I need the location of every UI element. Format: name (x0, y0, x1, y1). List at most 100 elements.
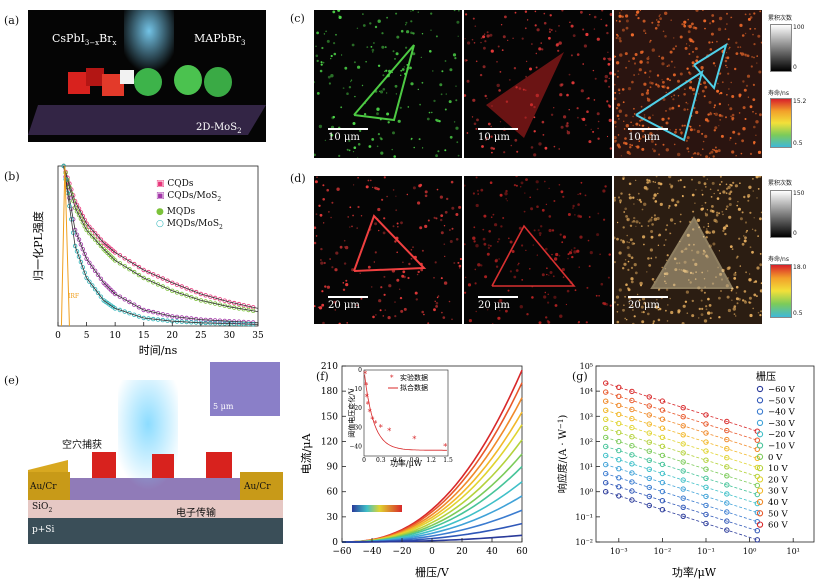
scalebar (478, 128, 518, 130)
pl-dot (614, 120, 617, 124)
pl-dot (744, 13, 747, 16)
pl-dot (548, 215, 552, 218)
data-point (141, 275, 146, 281)
pl-dot (473, 226, 476, 229)
pl-dot (490, 49, 494, 53)
pl-dot (536, 28, 540, 32)
panel-e-image: 空穴捕获 电子传输 Au/Cr Au/Cr SiO2 p+Si 5 μm (28, 360, 283, 550)
pl-dot (505, 189, 508, 193)
pl-dot (755, 295, 758, 298)
pl-dot (475, 203, 479, 208)
pl-dot (617, 134, 620, 136)
pl-dot (500, 24, 503, 26)
panel-d-image-3: 20 μm (614, 176, 762, 324)
pl-dot (466, 59, 468, 62)
inset-point: * (365, 393, 369, 402)
data-point (603, 407, 609, 413)
pl-dot (704, 213, 709, 217)
data-point (646, 394, 653, 400)
pl-dot (576, 249, 580, 253)
inset-point: * (412, 435, 416, 444)
data-point (92, 237, 98, 242)
pl-dot (489, 181, 493, 184)
data-point (616, 493, 622, 499)
pl-dot (669, 218, 674, 222)
pl-dot (647, 56, 650, 58)
pl-dot (465, 13, 468, 16)
pl-dot (486, 252, 490, 256)
pl-dot (754, 229, 757, 232)
data-point (659, 434, 666, 441)
data-point (703, 511, 709, 518)
data-point (74, 232, 80, 237)
pl-dot (649, 81, 652, 85)
pl-dot (541, 120, 545, 124)
inset-y-tick-label: −10 (349, 386, 362, 393)
pl-dot (669, 183, 671, 186)
pl-dot (403, 307, 407, 311)
pl-dot (712, 148, 714, 151)
data-point (703, 412, 709, 418)
pl-dot (572, 204, 575, 208)
pl-dot (733, 277, 737, 280)
pl-dot (497, 316, 501, 320)
data-point (659, 479, 666, 486)
pl-dot (464, 184, 466, 187)
pl-dot (616, 114, 620, 118)
pl-dot (539, 234, 541, 236)
pl-dot (653, 149, 656, 153)
panel-b-plot-frame (57, 165, 259, 327)
data-point (680, 459, 686, 465)
pl-dot (597, 127, 599, 130)
pl-dot (458, 264, 462, 268)
pl-dot (739, 23, 743, 27)
legend-marker (756, 521, 764, 528)
pl-dot (704, 27, 706, 30)
data-point (703, 439, 709, 445)
pl-dot (455, 99, 458, 102)
pl-dot (535, 66, 538, 69)
data-point (680, 504, 686, 511)
pl-dot (427, 322, 430, 324)
pl-dot (496, 83, 500, 88)
right-electrode-label: Au/Cr (244, 482, 271, 492)
pl-dot (693, 128, 696, 131)
pl-dot (670, 310, 674, 315)
cb-count-title: 累积次数 (768, 180, 793, 187)
pl-dot (417, 270, 420, 274)
pl-dot (440, 93, 443, 96)
pl-dot (570, 24, 574, 28)
pl-dot (681, 124, 684, 127)
pl-dot (353, 146, 357, 149)
pl-dot (371, 138, 375, 141)
pl-dot (435, 154, 438, 158)
pl-dot (432, 70, 434, 72)
pl-dot (646, 178, 649, 182)
pl-dot (746, 54, 750, 58)
pl-dot (372, 42, 375, 44)
data-point (127, 310, 132, 316)
data-point (174, 282, 180, 287)
pl-dot (624, 114, 628, 117)
pl-dot (474, 282, 477, 285)
pl-dot (623, 120, 625, 123)
pl-dot (625, 124, 629, 128)
pl-dot (752, 307, 754, 310)
pl-dot (396, 222, 399, 225)
pl-dot (330, 54, 333, 58)
pl-dot (665, 110, 667, 112)
pl-dot (397, 119, 401, 123)
data-point (179, 284, 184, 289)
pl-dot (412, 10, 414, 12)
pl-dot (589, 14, 591, 16)
pl-dot (565, 303, 567, 306)
data-point (703, 502, 709, 509)
legend-marker (756, 431, 764, 438)
data-point (603, 398, 609, 404)
pl-dot (536, 188, 539, 191)
pl-dot (442, 316, 446, 319)
pl-dot (480, 264, 483, 267)
scalebar (328, 128, 368, 130)
pl-dot (434, 300, 436, 302)
pl-dot (713, 113, 715, 115)
